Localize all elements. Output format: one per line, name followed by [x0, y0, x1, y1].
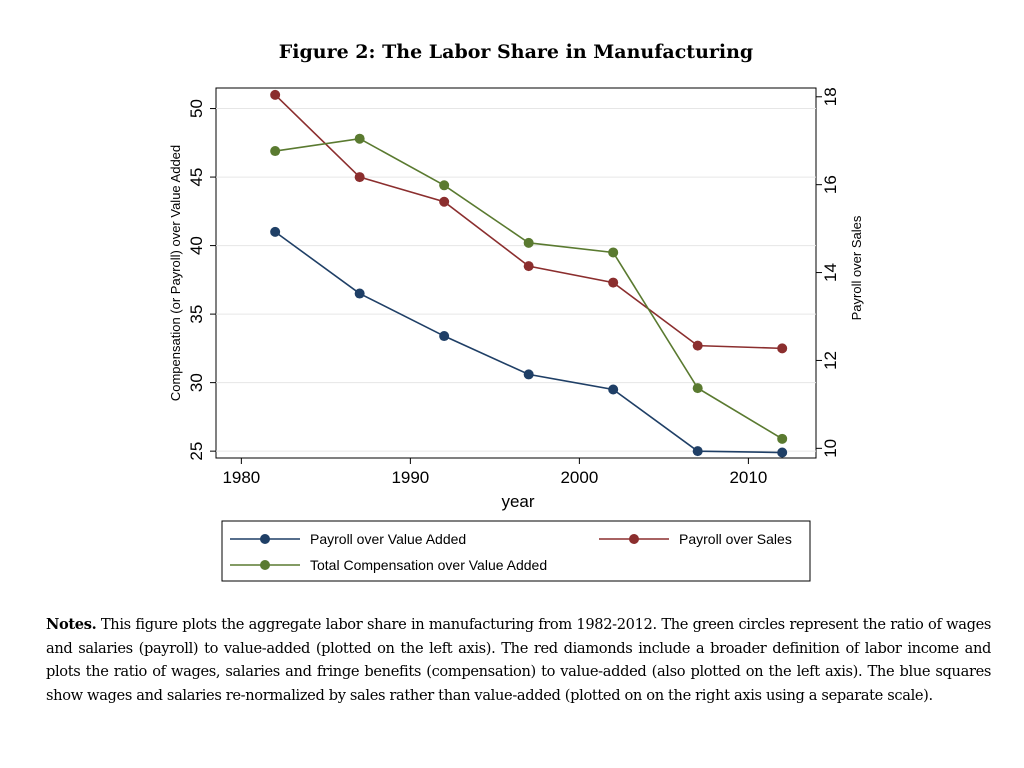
plot-frame — [215, 87, 817, 459]
x-tick-label: 1980 — [222, 468, 260, 487]
data-point — [270, 89, 281, 100]
data-point — [523, 369, 534, 380]
data-point — [777, 343, 788, 354]
y-tick-label-left: 40 — [187, 236, 206, 255]
data-point — [439, 180, 450, 191]
legend-swatch-marker — [629, 534, 639, 544]
data-point — [692, 340, 703, 351]
y-tick-label-left: 50 — [187, 99, 206, 118]
data-point — [270, 146, 281, 157]
grid — [216, 108, 816, 452]
figure-title: Figure 2: The Labor Share in Manufacturi… — [278, 41, 754, 63]
legend-swatch-marker — [260, 534, 270, 544]
series-0 — [270, 226, 788, 458]
legend: Payroll over Value Added Payroll over Sal… — [221, 520, 811, 582]
data-point — [523, 261, 534, 272]
legend-label: Total Compensation over Value Added — [310, 557, 547, 573]
data-point — [692, 383, 703, 394]
notes-label: Notes. — [46, 616, 97, 633]
data-point — [439, 331, 450, 342]
data-point — [354, 172, 365, 183]
axes: 25 30 35 40 45 50 10 12 14 16 18 1980 1990 2000 2010 — [187, 87, 840, 487]
y-tick-label-right: 10 — [821, 439, 840, 458]
y-tick-label-right: 16 — [821, 175, 840, 194]
data-point — [523, 237, 534, 248]
y-tick-label-right: 18 — [821, 87, 840, 106]
data-point — [608, 384, 619, 395]
series-1 — [270, 89, 788, 354]
data-point — [692, 446, 703, 457]
data-point — [354, 288, 365, 299]
legend-item: Payroll over Sales — [599, 531, 792, 547]
legend-label: Payroll over Sales — [679, 531, 792, 547]
data-point — [270, 226, 281, 237]
series-2 — [270, 133, 788, 444]
legend-swatch-marker — [260, 560, 270, 570]
legend-box — [221, 520, 811, 582]
data-point — [354, 133, 365, 144]
series-line — [275, 137, 783, 440]
y-tick-label-right: 12 — [821, 351, 840, 370]
y-axis-label-left: Compensation (or Payroll) over Value Add… — [168, 145, 183, 401]
y-tick-label-left: 35 — [187, 305, 206, 324]
data-point — [439, 196, 450, 207]
data-point — [777, 447, 788, 458]
y-tick-label-left: 45 — [187, 168, 206, 187]
legend-item: Total Compensation over Value Added — [230, 557, 547, 573]
y-axis-label-right: Payroll over Sales — [849, 215, 864, 320]
y-tick-label-left: 25 — [187, 442, 206, 461]
data-point — [777, 433, 788, 444]
series-line — [274, 94, 783, 350]
x-tick-label: 2000 — [560, 468, 598, 487]
notes: Notes. This figure plots the aggregate l… — [46, 613, 991, 707]
chart: 25 30 35 40 45 50 10 12 14 16 18 1980 1990 2000 2010 C… — [168, 87, 864, 582]
legend-item: Payroll over Value Added — [230, 531, 466, 547]
x-axis-label: year — [501, 492, 534, 511]
legend-label: Payroll over Value Added — [310, 531, 466, 547]
y-tick-label-left: 30 — [187, 373, 206, 392]
x-tick-label: 2010 — [729, 468, 767, 487]
data-point — [608, 247, 619, 258]
series-layer — [270, 89, 788, 458]
data-point — [608, 277, 619, 288]
x-tick-label: 1990 — [391, 468, 429, 487]
notes-text: This figure plots the aggregate labor sh… — [46, 616, 991, 704]
y-tick-label-right: 14 — [821, 263, 840, 282]
